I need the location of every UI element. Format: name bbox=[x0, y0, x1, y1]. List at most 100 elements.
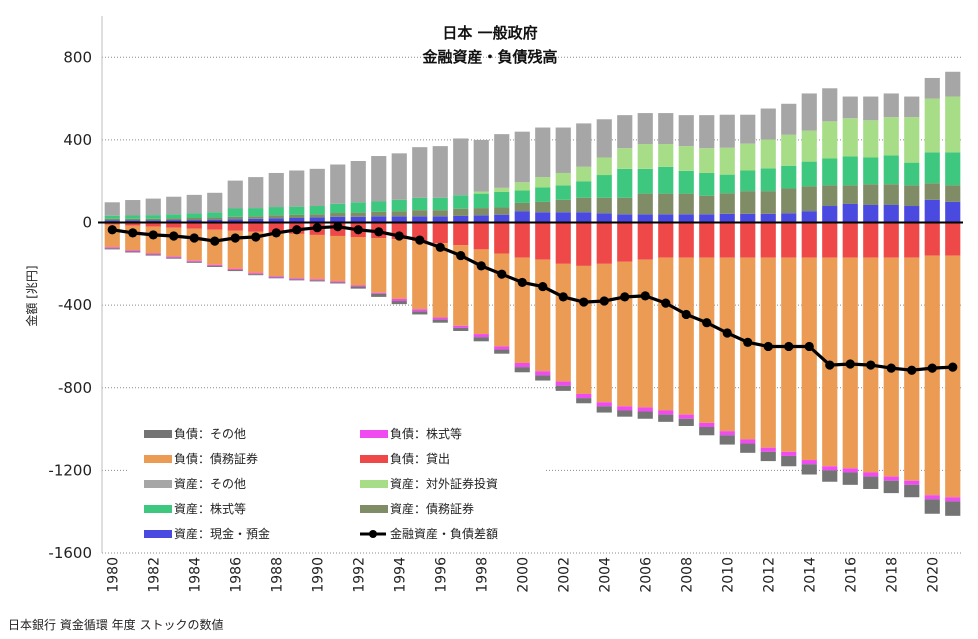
balance-point bbox=[497, 269, 507, 279]
bar-segment bbox=[555, 222, 571, 264]
chart-title-line-2: 金融資産・負債残高 bbox=[421, 48, 557, 66]
balance-point bbox=[210, 236, 220, 246]
balance-point bbox=[435, 242, 445, 252]
bar-segment bbox=[166, 214, 182, 219]
bar-segment bbox=[330, 164, 346, 204]
bar-segment bbox=[760, 222, 776, 258]
balance-point bbox=[845, 359, 855, 369]
bar-segment bbox=[822, 185, 838, 207]
bar-segment bbox=[125, 251, 141, 253]
bar-segment bbox=[535, 375, 551, 381]
bar-segment bbox=[658, 414, 674, 422]
y-tick-label: -1200 bbox=[48, 461, 92, 479]
bar-segment bbox=[330, 216, 346, 223]
bar-segment bbox=[576, 197, 592, 213]
legend-label: 負債：貸出 bbox=[390, 451, 450, 466]
x-tick-label: 1980 bbox=[105, 557, 121, 593]
bar-segment bbox=[781, 213, 797, 223]
bar-segment bbox=[801, 460, 817, 465]
bar-segment bbox=[391, 239, 407, 299]
bar-segment bbox=[945, 71, 961, 97]
balance-point bbox=[394, 231, 404, 241]
x-tick-label: 2014 bbox=[802, 557, 818, 593]
bar-segment bbox=[227, 180, 243, 209]
bar-segment bbox=[576, 181, 592, 198]
bar-segment bbox=[350, 212, 366, 217]
bar-segment bbox=[535, 371, 551, 376]
bar-segment bbox=[166, 218, 182, 221]
bar-segment bbox=[801, 93, 817, 131]
bar-segment bbox=[207, 192, 223, 213]
y-tick-label: 0 bbox=[82, 214, 92, 232]
y-axis-ticks: 800 400 0 -400 -800 -1200 -1600 bbox=[48, 48, 92, 562]
bar-segment bbox=[637, 214, 653, 223]
bar-segment bbox=[945, 497, 961, 502]
bar-segment bbox=[350, 236, 366, 286]
bar-segment bbox=[227, 216, 243, 220]
bar-segment bbox=[904, 185, 920, 207]
legend-swatch bbox=[144, 455, 172, 463]
bar-segment bbox=[678, 414, 694, 419]
x-tick-label: 1984 bbox=[187, 557, 203, 593]
bar-segment bbox=[535, 187, 551, 202]
bar-segment bbox=[863, 157, 879, 185]
chart-title-line-1: 日本 一般政府 bbox=[442, 24, 537, 42]
bar-segment bbox=[699, 148, 715, 173]
balance-point bbox=[620, 292, 630, 302]
bar-segment bbox=[678, 115, 694, 147]
bar-segment bbox=[248, 208, 264, 217]
balance-point bbox=[804, 341, 814, 352]
balance-point bbox=[333, 222, 343, 232]
bar-segment bbox=[412, 311, 428, 315]
bar-segment bbox=[330, 282, 346, 284]
bar-segment bbox=[863, 96, 879, 121]
bar-segment bbox=[514, 367, 530, 373]
bar-segment bbox=[248, 222, 264, 232]
bar-segment bbox=[555, 172, 571, 186]
bar-segment bbox=[227, 222, 243, 231]
bar-segment bbox=[289, 278, 305, 280]
gridlines bbox=[101, 16, 963, 554]
bar-segment bbox=[145, 253, 161, 255]
bar-segment bbox=[473, 215, 489, 223]
bar-segment bbox=[842, 156, 858, 186]
bar-segment bbox=[719, 222, 735, 258]
x-tick-label: 2018 bbox=[884, 557, 900, 593]
bar-segment bbox=[391, 211, 407, 217]
bar-segment bbox=[494, 214, 510, 223]
bar-segment bbox=[412, 147, 428, 198]
bar-segment bbox=[330, 213, 346, 217]
x-tick-label: 2020 bbox=[925, 557, 941, 593]
bar-segment bbox=[248, 218, 264, 223]
bar-segment bbox=[391, 301, 407, 305]
bar-segment bbox=[453, 222, 469, 246]
bar-segment bbox=[371, 156, 387, 202]
bar-segment bbox=[781, 257, 797, 452]
bar-segment bbox=[801, 257, 817, 461]
bar-segment bbox=[166, 220, 182, 223]
x-tick-label: 2004 bbox=[597, 557, 613, 593]
bar-segment bbox=[945, 222, 961, 256]
bar-segment bbox=[576, 212, 592, 223]
x-tick-label: 1982 bbox=[146, 557, 162, 593]
bar-segment bbox=[289, 217, 305, 223]
bar-segment bbox=[268, 218, 284, 223]
bar-segment bbox=[699, 115, 715, 149]
bar-segment bbox=[760, 213, 776, 223]
bar-segment bbox=[924, 495, 940, 500]
bar-segment bbox=[186, 217, 202, 221]
bar-segment bbox=[576, 265, 592, 394]
x-tick-label: 1986 bbox=[228, 557, 244, 593]
bar-segment bbox=[227, 219, 243, 223]
bar-segment bbox=[781, 103, 797, 135]
balance-point bbox=[579, 297, 589, 307]
bar-segment bbox=[637, 113, 653, 145]
bar-segment bbox=[801, 222, 817, 258]
bar-segment bbox=[719, 213, 735, 223]
bar-segment bbox=[596, 175, 612, 198]
bar-segment bbox=[207, 265, 223, 267]
bar-segment bbox=[596, 222, 612, 264]
bar-segment bbox=[719, 114, 735, 148]
bar-segment bbox=[391, 153, 407, 200]
